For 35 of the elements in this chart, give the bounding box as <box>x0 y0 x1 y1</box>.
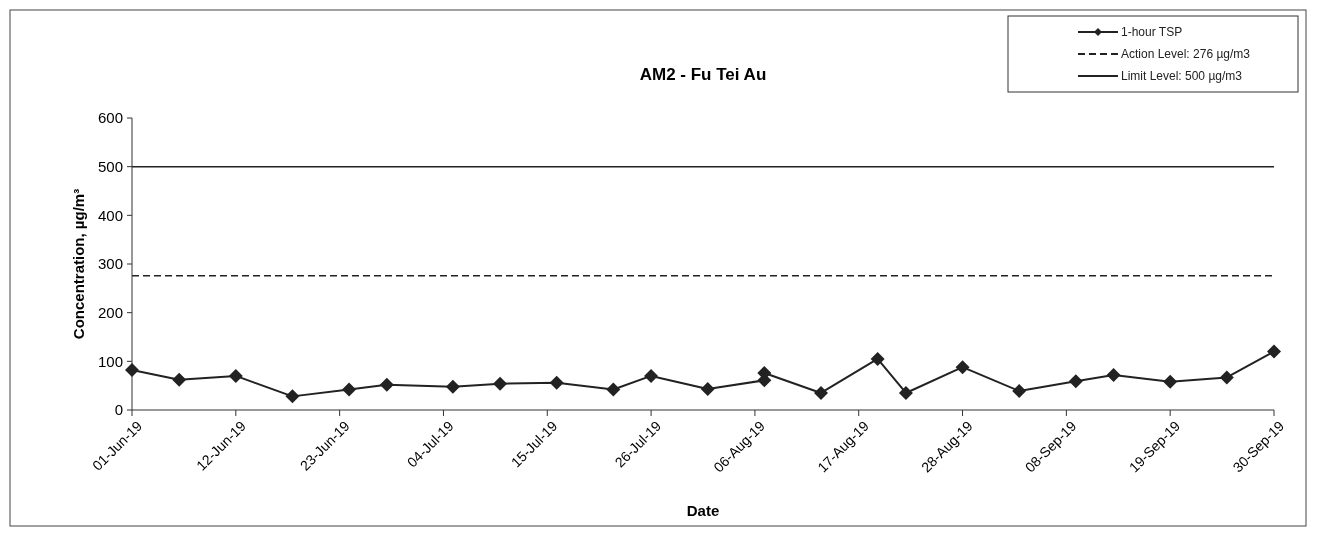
point <box>813 385 828 400</box>
y-tick-label: 600 <box>97 109 123 127</box>
point <box>606 382 621 397</box>
point <box>1068 374 1083 389</box>
point <box>955 360 970 375</box>
legend-label: 1-hour TSP <box>1121 25 1183 40</box>
y-axis-title: Concentration, µg/m³ <box>70 188 87 340</box>
point <box>379 377 394 392</box>
point <box>1163 374 1178 389</box>
point <box>493 376 508 391</box>
y-tick-label: 200 <box>97 303 123 321</box>
point <box>549 375 564 390</box>
y-tick-label: 100 <box>97 352 123 370</box>
point <box>1219 370 1234 385</box>
point <box>644 368 659 383</box>
point <box>1267 344 1281 359</box>
point <box>228 368 243 383</box>
point <box>898 385 913 400</box>
y-tick-label: 500 <box>97 157 123 175</box>
point <box>445 379 460 394</box>
point <box>172 372 187 387</box>
chart-title: AM2 - Fu Tei Au <box>639 65 767 84</box>
y-tick-label: 400 <box>97 206 123 224</box>
y-tick-label: 300 <box>97 255 123 273</box>
point <box>700 382 715 397</box>
point <box>285 389 300 404</box>
legend-label: Action Level: 276 µg/m3 <box>1121 47 1251 62</box>
point <box>125 363 139 378</box>
point <box>870 351 885 366</box>
point <box>1106 367 1121 382</box>
point <box>1012 384 1027 399</box>
x-axis-title: Date <box>686 502 720 519</box>
point <box>342 382 357 397</box>
y-tick-label: 0 <box>114 401 123 419</box>
legend-label: Limit Level: 500 µg/m3 <box>1121 69 1243 84</box>
